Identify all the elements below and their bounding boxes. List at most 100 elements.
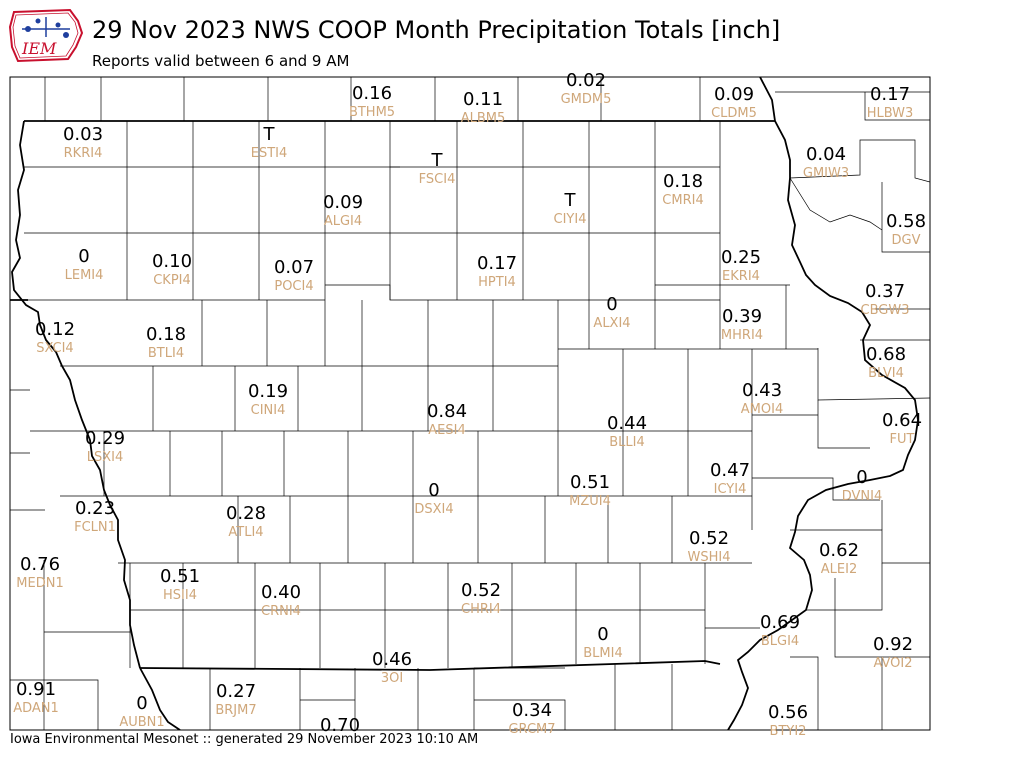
station-id: CKPI4 (153, 273, 191, 288)
station-id: DVNI4 (842, 489, 883, 504)
station-value: 0 (597, 624, 608, 645)
station-value: 0.44 (607, 413, 647, 434)
station-value: 0.27 (216, 681, 256, 702)
station-value: 0.51 (570, 472, 610, 493)
station-value: 0.46 (372, 649, 412, 670)
station-id: GMIW3 (803, 166, 849, 181)
station-value: 0.52 (461, 580, 501, 601)
station-value: 0.69 (760, 612, 800, 633)
station-value: 0.56 (768, 702, 808, 723)
station-value: 0.52 (689, 528, 729, 549)
station-value: 0.17 (870, 84, 910, 105)
station-value: 0.68 (866, 344, 906, 365)
station-id: ESTI4 (251, 146, 288, 161)
station-value: 0.29 (85, 428, 125, 449)
station-id: GRCM7 (508, 722, 555, 737)
station-id: CIYI4 (554, 212, 587, 227)
station-value: 0.18 (663, 171, 703, 192)
station-id: CHRI4 (461, 602, 501, 617)
station-value: 0.39 (722, 306, 762, 327)
station-id: HLBW3 (867, 106, 914, 121)
station-id: EKRI4 (722, 269, 760, 284)
station-id: MZUI4 (569, 494, 611, 509)
station-value: 0.43 (742, 380, 782, 401)
station-id: BTYI2 (770, 724, 807, 739)
station-id: CLDM5 (711, 106, 757, 121)
station-value: 0.02 (566, 70, 606, 91)
station-id: RKRI4 (64, 146, 103, 161)
station-id: AESI4 (428, 423, 465, 438)
station-value: 0.16 (352, 83, 392, 104)
station-id: FCLN1 (74, 520, 116, 535)
station-value: 0.40 (261, 582, 301, 603)
station-value: 0 (78, 246, 89, 267)
station-id: ALBM5 (461, 111, 506, 126)
station-value: T (431, 150, 444, 171)
station-value: 0 (856, 467, 867, 488)
station-value: 0.70 (320, 715, 360, 736)
station-id: ALGI4 (324, 214, 362, 229)
station-value: 0.18 (146, 324, 186, 345)
station-value: 0.92 (873, 634, 913, 655)
station-id: LSXI4 (87, 450, 124, 465)
footer-credit: Iowa Environmental Mesonet :: generated … (10, 732, 479, 747)
station-value: 0.34 (512, 700, 552, 721)
station-value: 0.47 (710, 460, 750, 481)
station-value: T (263, 124, 276, 145)
station-value: 0.91 (16, 679, 56, 700)
county-borders (10, 77, 930, 730)
station-id: AUBN1 (119, 715, 164, 730)
station-value: 0.12 (35, 319, 75, 340)
station-id: BTLI4 (148, 346, 184, 361)
station-id: CINI4 (251, 403, 286, 418)
station-id: WSHI4 (688, 550, 731, 565)
station-id: DSXI4 (414, 502, 453, 517)
station-value: 0.28 (226, 503, 266, 524)
station-id: LEMI4 (65, 268, 104, 283)
station-id: AVOI2 (873, 656, 912, 671)
station-value: 0.19 (248, 381, 288, 402)
station-value: 0.23 (75, 498, 115, 519)
station-value: 0.17 (477, 253, 517, 274)
station-id: ADAN1 (13, 701, 59, 716)
station-value: 0.25 (721, 247, 761, 268)
station-id: BLMI4 (583, 646, 622, 661)
station-value: 0.37 (865, 281, 905, 302)
station-id: BLVI4 (868, 366, 904, 381)
station-unlabeled-51: 0.70 (320, 715, 360, 736)
